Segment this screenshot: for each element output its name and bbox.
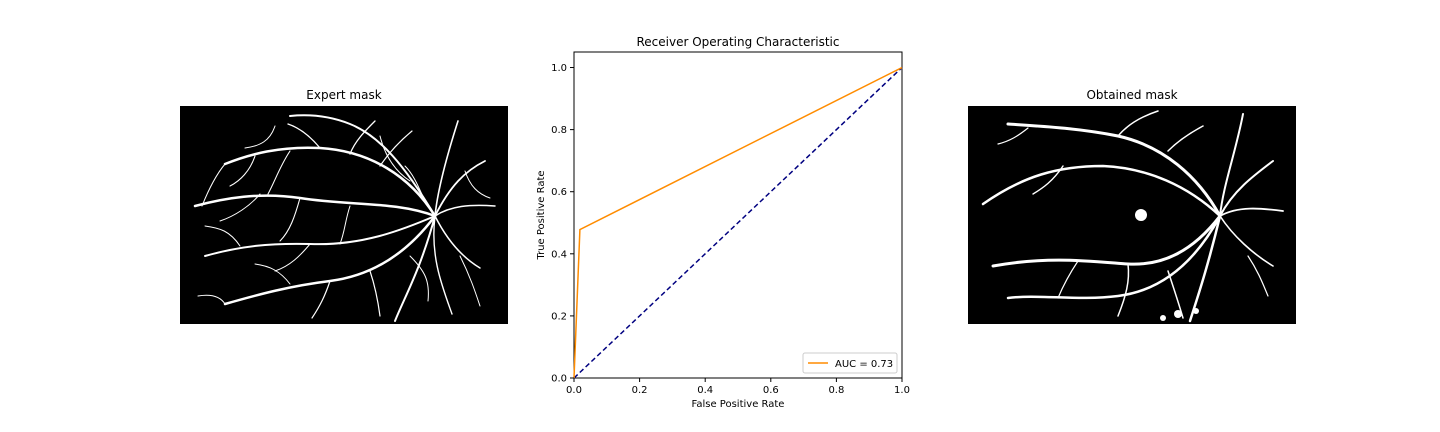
x-tick-label: 0.4 xyxy=(697,385,713,396)
x-axis-label: False Positive Rate xyxy=(692,399,785,410)
expert-mask-title: Expert mask xyxy=(306,88,382,102)
y-tick-label: 0.6 xyxy=(551,187,567,198)
legend: AUC = 0.73 xyxy=(802,352,898,374)
legend-box xyxy=(802,352,898,374)
obtained-mask-image xyxy=(968,106,1296,324)
x-tick-label: 0.2 xyxy=(632,385,648,396)
legend-label: AUC = 0.73 xyxy=(835,359,893,370)
y-tick-label: 1.0 xyxy=(551,63,567,74)
x-tick-label: 0.8 xyxy=(828,385,844,396)
y-axis-label: True Positive Rate xyxy=(536,170,547,260)
obtained-mask-title: Obtained mask xyxy=(1086,88,1178,102)
x-tick-label: 0.0 xyxy=(566,385,582,396)
y-tick-label: 0.8 xyxy=(551,125,567,136)
roc-chart-title: Receiver Operating Characteristic xyxy=(636,35,840,49)
x-tick-label: 0.6 xyxy=(763,385,779,396)
y-tick-label: 0.4 xyxy=(551,249,567,260)
expert-mask-image xyxy=(180,106,508,324)
roc-curve xyxy=(573,66,903,379)
y-tick-label: 0.2 xyxy=(551,311,567,322)
y-tick-label: 0.0 xyxy=(551,374,567,385)
x-tick-label: 1.0 xyxy=(894,385,910,396)
plot-area-frame xyxy=(573,51,903,379)
chance-line xyxy=(573,66,903,379)
